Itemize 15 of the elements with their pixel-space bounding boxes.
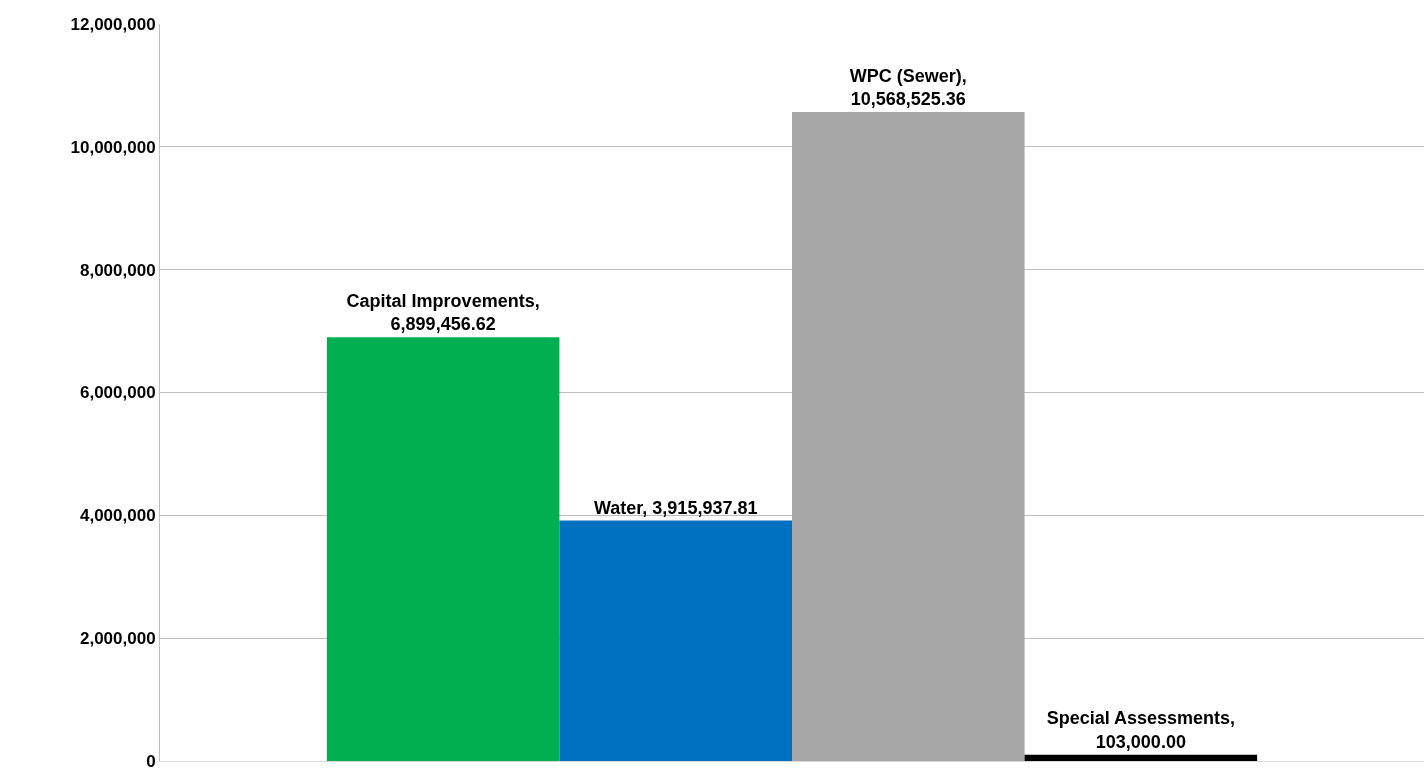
data-label: Capital Improvements, 6,899,456.62 <box>346 290 540 335</box>
bar <box>1024 754 1258 761</box>
y-tick-label: 2,000,000 <box>79 629 156 649</box>
bar <box>559 520 792 761</box>
y-tick-label: 6,000,000 <box>79 383 156 403</box>
y-tick-label: 10,000,000 <box>70 137 156 157</box>
y-tick-label: 4,000,000 <box>79 506 156 526</box>
y-tick-label: 0 <box>146 751 156 771</box>
data-label: WPC (Sewer), 10,568,525.36 <box>849 65 967 109</box>
data-label: Water, 3,915,937.81 <box>593 497 758 518</box>
y-tick-label: 8,000,000 <box>79 260 156 280</box>
bar <box>326 337 560 761</box>
y-tick-label: 12,000,000 <box>70 14 156 34</box>
bar <box>792 111 1025 761</box>
data-label: Special Assessments, 103,000.00 <box>1046 708 1236 752</box>
